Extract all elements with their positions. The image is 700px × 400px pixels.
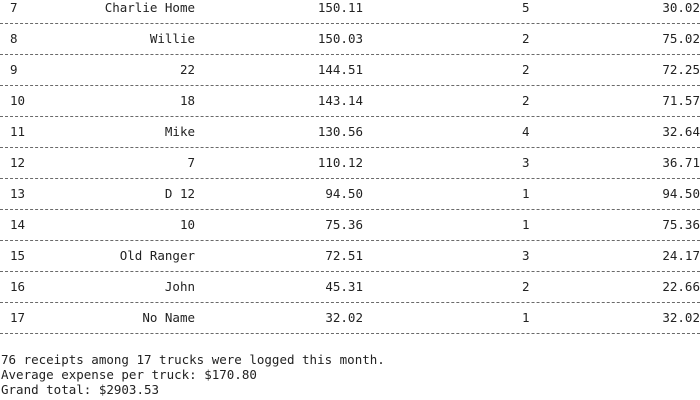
table-row: 13 D 12 94.50 1 94.50 (0, 179, 700, 210)
truck-name: 18 (179, 93, 195, 108)
table-row: 15 Old Ranger 72.51 3 24.17 (0, 241, 700, 272)
table-row: 8 Willie 150.03 2 75.02 (0, 24, 700, 55)
truck-total: 150.11 (317, 0, 363, 15)
row-number: 14 (10, 217, 26, 232)
table-row: 17 No Name 32.02 1 32.02 (0, 303, 700, 334)
truck-total: 143.14 (317, 93, 363, 108)
row-number: 8 (10, 31, 18, 46)
truck-average: 75.36 (662, 217, 700, 232)
table-row: 9 22 144.51 2 72.25 (0, 55, 700, 86)
row-number: 10 (10, 93, 26, 108)
receipt-count: 3 (522, 155, 530, 170)
truck-name: D 12 (164, 186, 195, 201)
truck-name: 7 (187, 155, 195, 170)
truck-total: 94.50 (325, 186, 363, 201)
report-summary: 76 receipts among 17 trucks were logged … (1, 352, 385, 397)
truck-average: 32.64 (662, 124, 700, 139)
receipt-count: 3 (522, 248, 530, 263)
truck-total: 32.02 (325, 310, 363, 325)
truck-total: 45.31 (325, 279, 363, 294)
receipt-count: 5 (522, 0, 530, 15)
row-number: 11 (10, 124, 26, 139)
average-expense-summary: Average expense per truck: $170.80 (1, 367, 257, 382)
table-row: 14 10 75.36 1 75.36 (0, 210, 700, 241)
expense-report-table: 7 Charlie Home 150.11 5 30.02 8 Willie 1… (0, 0, 700, 334)
table-row: 11 Mike 130.56 4 32.64 (0, 117, 700, 148)
receipt-count: 2 (522, 93, 530, 108)
receipt-count: 1 (522, 217, 530, 232)
truck-name: John (164, 279, 195, 294)
row-number: 9 (10, 62, 18, 77)
row-number: 12 (10, 155, 26, 170)
truck-average: 36.71 (662, 155, 700, 170)
receipt-count-summary: 76 receipts among 17 trucks were logged … (1, 352, 385, 367)
receipt-count: 2 (522, 62, 530, 77)
truck-name: Old Ranger (119, 248, 195, 263)
truck-average: 32.02 (662, 310, 700, 325)
truck-name: Charlie Home (104, 0, 195, 15)
grand-total-summary: Grand total: $2903.53 (1, 382, 160, 397)
truck-total: 150.03 (317, 31, 363, 46)
table-row: 16 John 45.31 2 22.66 (0, 272, 700, 303)
truck-average: 30.02 (662, 0, 700, 15)
receipt-count: 2 (522, 279, 530, 294)
row-number: 16 (10, 279, 26, 294)
truck-average: 94.50 (662, 186, 700, 201)
truck-average: 24.17 (662, 248, 700, 263)
row-number: 15 (10, 248, 26, 263)
truck-average: 71.57 (662, 93, 700, 108)
truck-average: 72.25 (662, 62, 700, 77)
receipt-count: 1 (522, 310, 530, 325)
table-row: 12 7 110.12 3 36.71 (0, 148, 700, 179)
row-number: 7 (10, 0, 18, 15)
truck-name: Willie (149, 31, 195, 46)
truck-name: Mike (164, 124, 195, 139)
truck-total: 110.12 (317, 155, 363, 170)
truck-total: 72.51 (325, 248, 363, 263)
table-row: 10 18 143.14 2 71.57 (0, 86, 700, 117)
receipt-count: 1 (522, 186, 530, 201)
truck-average: 75.02 (662, 31, 700, 46)
receipt-count: 2 (522, 31, 530, 46)
truck-name: 22 (179, 62, 195, 77)
truck-total: 75.36 (325, 217, 363, 232)
receipt-count: 4 (522, 124, 530, 139)
truck-total: 130.56 (317, 124, 363, 139)
table-row: 7 Charlie Home 150.11 5 30.02 (0, 0, 700, 24)
truck-name: 10 (179, 217, 195, 232)
truck-average: 22.66 (662, 279, 700, 294)
row-number: 17 (10, 310, 26, 325)
truck-name: No Name (142, 310, 195, 325)
truck-total: 144.51 (317, 62, 363, 77)
row-number: 13 (10, 186, 26, 201)
